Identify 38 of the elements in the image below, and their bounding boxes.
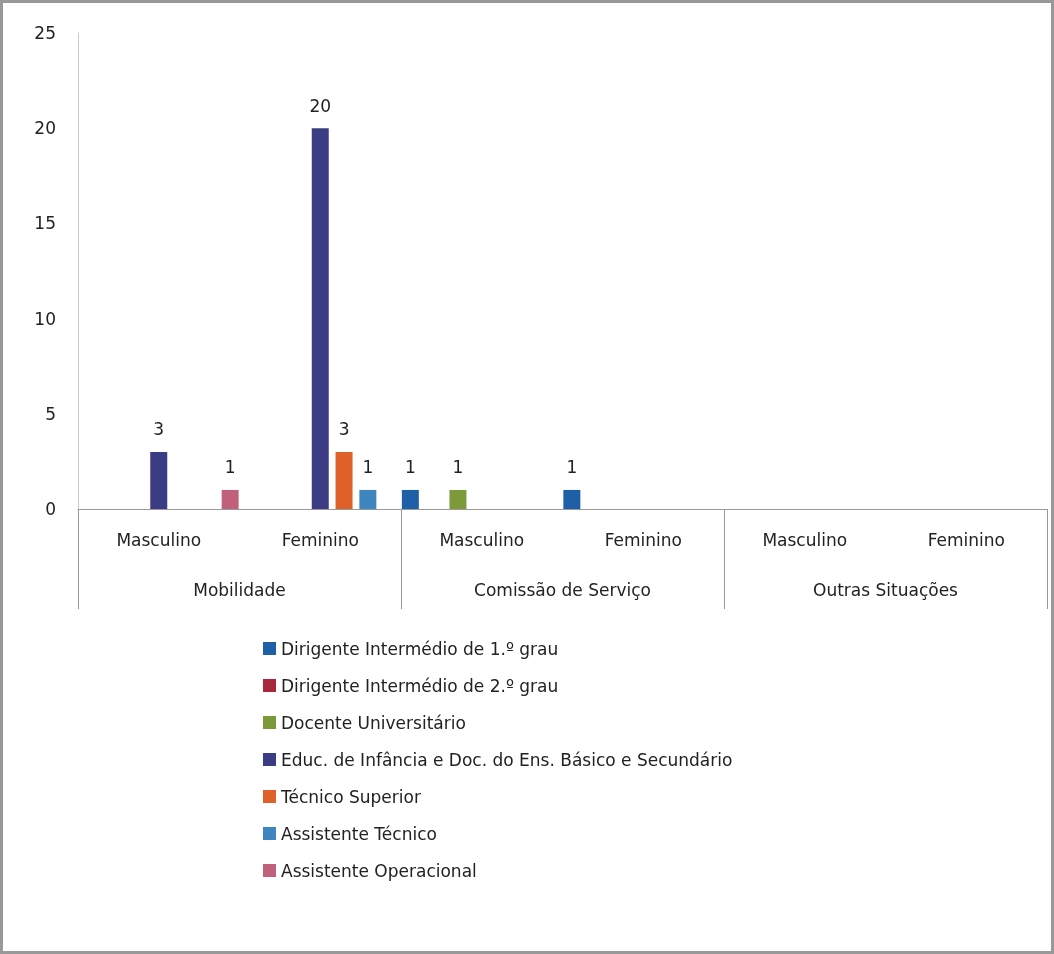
data-label: 1 xyxy=(404,457,416,478)
bar xyxy=(150,451,168,509)
bar xyxy=(563,489,581,509)
x-tick-label: Masculino xyxy=(762,529,848,550)
bar xyxy=(335,451,353,509)
data-label: 1 xyxy=(362,457,374,478)
y-tick-label: 0 xyxy=(45,499,56,519)
legend-label: Docente Universitário xyxy=(281,712,466,733)
y-tick-label: 15 xyxy=(34,213,56,234)
y-tick-label: 5 xyxy=(45,403,56,424)
text: Comissão de Serviço xyxy=(474,579,651,600)
data-label: 3 xyxy=(338,419,350,440)
y-tick-label: 25 xyxy=(34,23,56,43)
legend-label: Educ. de Infância e Doc. do Ens. Básico e Secundário xyxy=(281,749,733,770)
x-tick-label: Masculino xyxy=(439,529,525,550)
bar xyxy=(221,489,239,509)
x-tick-label: Masculino xyxy=(116,529,202,550)
bar xyxy=(401,489,419,509)
legend-label: Técnico Superior xyxy=(280,786,421,807)
text: Mobilidade xyxy=(193,579,286,600)
data-label: 3 xyxy=(153,419,165,440)
x-tick-label: Feminino xyxy=(604,529,682,550)
data-label: 1 xyxy=(224,457,236,478)
data-label: 1 xyxy=(452,457,464,478)
legend-label: Dirigente Intermédio de 1.º grau xyxy=(281,638,559,659)
y-tick-label: 10 xyxy=(34,308,56,329)
data-label: 20 xyxy=(309,95,332,116)
bar xyxy=(449,489,467,509)
legend-label: Assistente Técnico xyxy=(281,823,437,844)
legend-label: Dirigente Intermédio de 2.º grau xyxy=(281,675,559,696)
bar xyxy=(311,128,329,509)
text: Outras Situações xyxy=(813,579,959,600)
data-label: 1 xyxy=(566,457,578,478)
bar xyxy=(359,489,377,509)
y-tick-label: 20 xyxy=(34,118,56,139)
x-tick-label: Feminino xyxy=(281,529,359,550)
x-tick-label: Feminino xyxy=(927,529,1005,550)
legend-label: Assistente Operacional xyxy=(281,860,477,881)
